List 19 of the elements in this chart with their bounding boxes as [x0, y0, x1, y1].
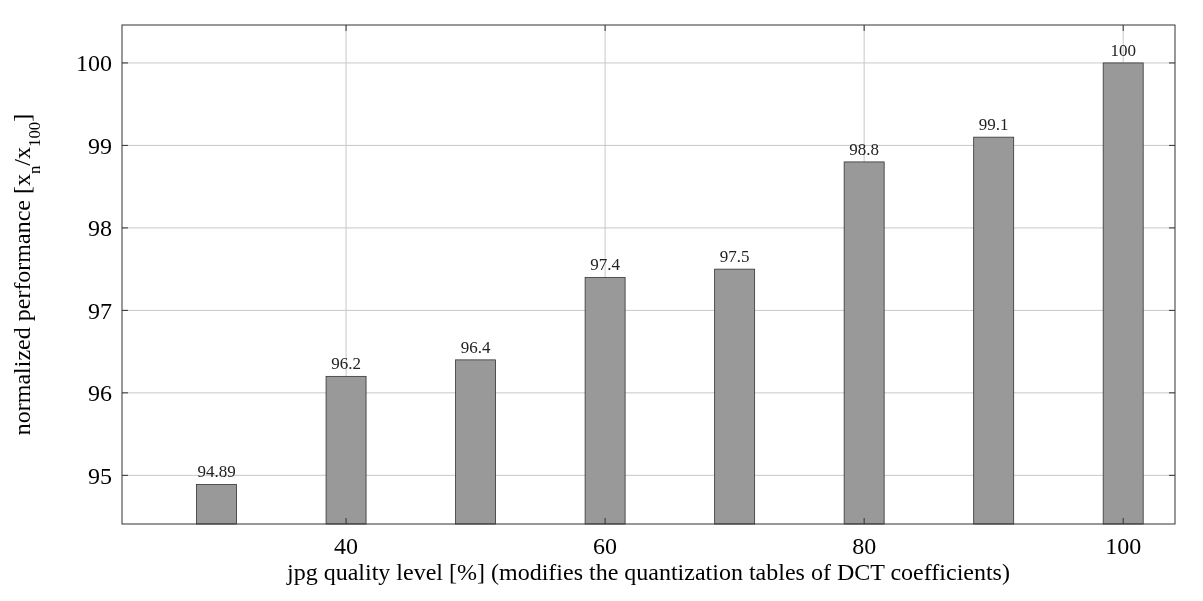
data-label: 98.8 — [849, 139, 880, 159]
y-tick-label: 100 — [76, 50, 112, 77]
x-axis-title: jpg quality level [%] (modifies the quantization tables of DCT coefficients) — [286, 559, 1010, 585]
y-tick-label: 98 — [88, 215, 112, 242]
y-tick-label: 99 — [88, 132, 112, 159]
data-label: 97.4 — [590, 255, 621, 275]
data-label: 97.5 — [719, 247, 750, 267]
data-label: 96.2 — [331, 354, 361, 374]
x-tick-label: 80 — [852, 533, 877, 559]
data-label: 94.89 — [197, 462, 236, 482]
y-tick-label: 96 — [88, 380, 112, 407]
x-tick-label: 60 — [593, 533, 618, 559]
x-tick-label: 40 — [334, 533, 359, 559]
y-tick-label: 95 — [88, 462, 112, 489]
data-label: 100 — [1110, 40, 1136, 60]
data-label: 96.4 — [460, 337, 491, 357]
x-tick-label: 100 — [1105, 533, 1142, 559]
data-label: 99.1 — [978, 115, 1009, 135]
y-tick-label: 97 — [88, 297, 112, 324]
